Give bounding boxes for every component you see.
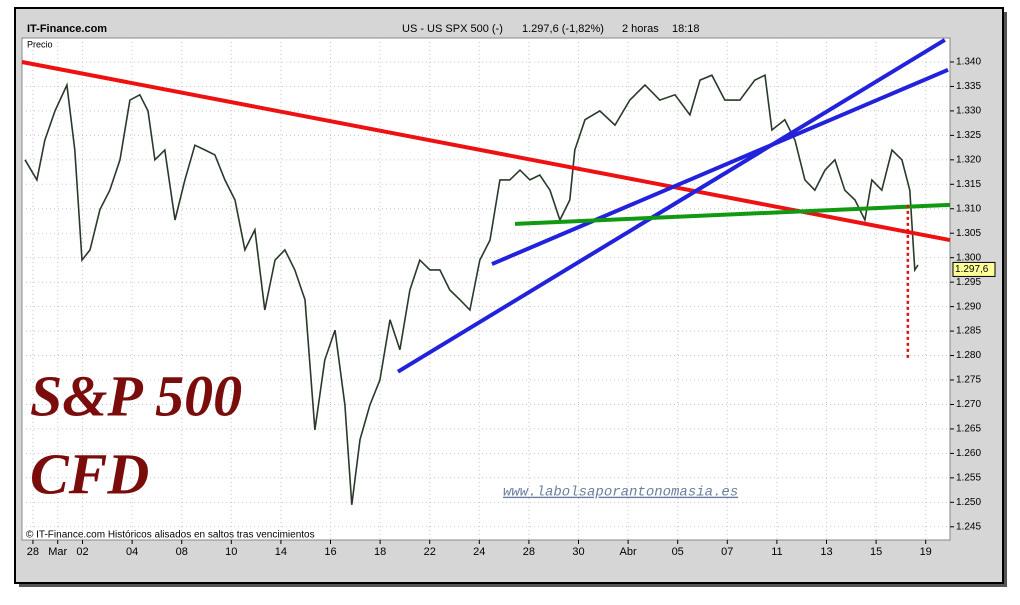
x-tick-label: 19 xyxy=(920,546,932,558)
x-tick-label: 08 xyxy=(176,546,188,558)
x-tick-label: 13 xyxy=(820,546,832,558)
y-tick-label: 1.305 xyxy=(956,228,981,239)
copyright: © IT-Finance.com Históricos alisados en … xyxy=(26,530,315,541)
y-tick-label: 1.340 xyxy=(956,57,981,68)
website-link[interactable]: www.labolsaporantonomasia.es xyxy=(503,485,738,501)
x-tick-label: 04 xyxy=(126,546,138,558)
x-tick-label: 24 xyxy=(473,546,485,558)
y-tick-label: 1.300 xyxy=(956,252,981,263)
period: 2 horas xyxy=(622,23,659,35)
trend-line xyxy=(396,38,946,374)
x-tick-label: Mar xyxy=(48,546,67,558)
x-tick-label: 07 xyxy=(721,546,733,558)
x-tick-label: 10 xyxy=(225,546,237,558)
x-tick-label: 02 xyxy=(76,546,88,558)
time: 18:18 xyxy=(672,23,700,35)
y-tick-label: 1.290 xyxy=(956,301,981,312)
y-tick-label: 1.285 xyxy=(956,326,981,337)
trend-line xyxy=(491,67,949,266)
x-tick-label: 11 xyxy=(771,546,782,558)
x-tick-label: Abr xyxy=(620,546,637,558)
last-price-label: 1.297,6 xyxy=(955,264,989,275)
trend-line xyxy=(514,202,951,226)
y-axis-label: Precio xyxy=(27,39,53,49)
y-tick-label: 1.250 xyxy=(956,497,981,508)
site-name: IT-Finance.com xyxy=(27,23,107,35)
x-tick-label: 30 xyxy=(572,546,584,558)
y-tick-label: 1.275 xyxy=(956,375,981,386)
y-tick-label: 1.335 xyxy=(956,81,981,92)
y-tick-label: 1.255 xyxy=(956,473,981,484)
x-tick-label: 18 xyxy=(374,546,386,558)
price-line xyxy=(24,73,919,505)
y-tick-label: 1.270 xyxy=(956,399,981,410)
x-tick-label: 28 xyxy=(523,546,535,558)
y-tick-label: 1.330 xyxy=(956,106,981,117)
quote: 1.297,6 (-1,82%) xyxy=(522,23,604,35)
y-tick-label: 1.280 xyxy=(956,350,981,361)
y-tick-label: 1.325 xyxy=(956,130,981,141)
y-tick-label: 1.310 xyxy=(956,203,981,214)
y-tick-label: 1.260 xyxy=(956,448,981,459)
x-tick-label: 14 xyxy=(275,546,287,558)
x-tick-label: 05 xyxy=(672,546,684,558)
y-tick-label: 1.265 xyxy=(956,424,981,435)
plot-area xyxy=(21,37,951,541)
x-tick-label: 15 xyxy=(870,546,882,558)
x-tick-label: 28 xyxy=(27,546,39,558)
last-price-box xyxy=(952,261,996,277)
y-tick-label: 1.245 xyxy=(956,521,981,532)
symbol: US - US SPX 500 (-) xyxy=(402,23,503,35)
x-tick-label: 16 xyxy=(324,546,336,558)
watermark: S&P 500 xyxy=(30,363,242,428)
x-tick-label: 22 xyxy=(424,546,436,558)
y-tick-label: 1.320 xyxy=(956,154,981,165)
y-tick-label: 1.315 xyxy=(956,179,981,190)
watermark: CFD xyxy=(30,441,149,506)
y-tick-label: 1.295 xyxy=(956,277,981,288)
